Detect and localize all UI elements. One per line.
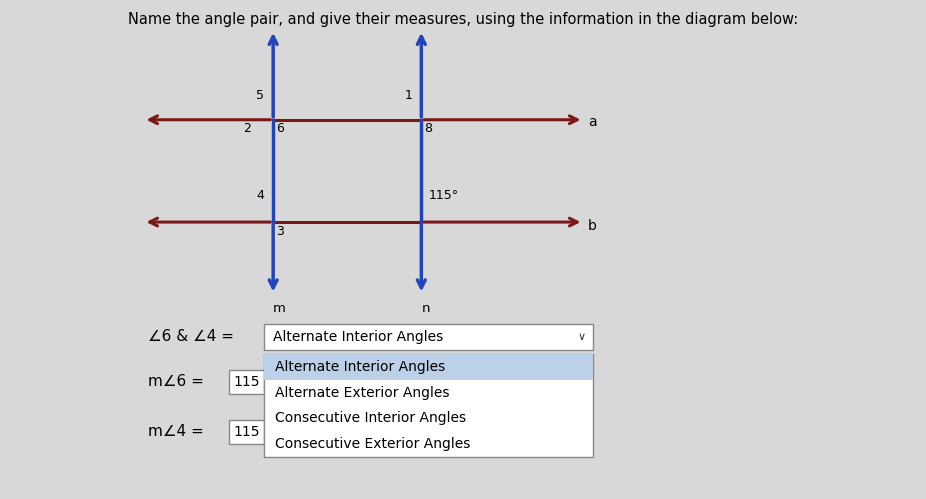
FancyBboxPatch shape [264, 324, 593, 350]
FancyBboxPatch shape [229, 370, 264, 394]
Text: a: a [588, 115, 596, 129]
Text: ∨: ∨ [577, 332, 585, 342]
Text: 115°: 115° [429, 189, 459, 202]
FancyBboxPatch shape [264, 354, 593, 457]
Text: m∠6 =: m∠6 = [148, 374, 204, 389]
Text: Alternate Exterior Angles: Alternate Exterior Angles [275, 386, 449, 400]
Text: n: n [421, 302, 431, 315]
Text: 2: 2 [243, 122, 251, 135]
Text: 4: 4 [256, 189, 264, 202]
Text: b: b [588, 219, 597, 233]
Text: Alternate Interior Angles: Alternate Interior Angles [275, 360, 445, 374]
Text: Name the angle pair, and give their measures, using the information in the diagr: Name the angle pair, and give their meas… [128, 12, 798, 27]
Text: m: m [273, 302, 286, 315]
Text: m∠4 =: m∠4 = [148, 424, 204, 439]
Text: 115: 115 [233, 375, 259, 389]
Text: 3: 3 [276, 225, 284, 238]
Text: 1: 1 [405, 89, 413, 102]
FancyBboxPatch shape [229, 420, 264, 444]
Text: ∠6 & ∠4 =: ∠6 & ∠4 = [148, 329, 234, 344]
Text: 6: 6 [276, 122, 284, 135]
Text: 5: 5 [256, 89, 264, 102]
FancyBboxPatch shape [264, 354, 593, 380]
Text: Alternate Interior Angles: Alternate Interior Angles [273, 330, 444, 344]
Text: 8: 8 [424, 122, 432, 135]
Text: Consecutive Exterior Angles: Consecutive Exterior Angles [275, 437, 470, 451]
Text: 115: 115 [233, 425, 259, 439]
Text: Consecutive Interior Angles: Consecutive Interior Angles [275, 411, 466, 425]
